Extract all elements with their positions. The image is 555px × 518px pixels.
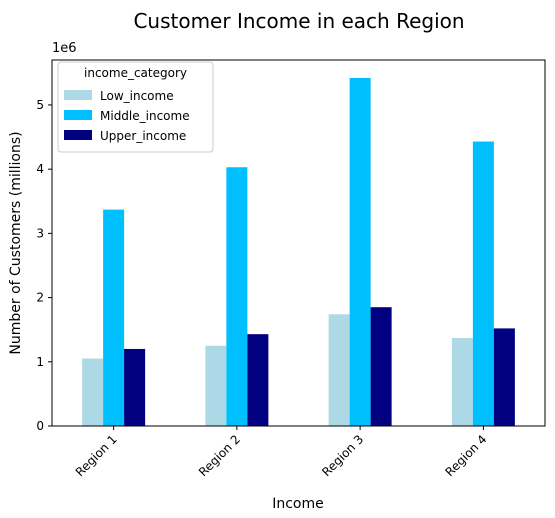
y-offset-label: 1e6	[52, 41, 77, 56]
bar-middle-income-3	[349, 77, 371, 427]
y-tick-label: 2	[36, 291, 44, 305]
x-tick-label: Region 1	[73, 432, 120, 479]
legend-entry: Low_income	[100, 89, 174, 103]
x-tick-label: Region 2	[196, 432, 243, 479]
x-axis: Region 1 Region 2 Region 3 Region 4	[73, 426, 489, 479]
legend-title: income_category	[84, 66, 187, 80]
legend-entry: Upper_income	[100, 129, 186, 143]
y-tick-label: 4	[36, 162, 44, 176]
x-axis-label: Income	[272, 496, 324, 512]
bar-low-income-4	[451, 338, 473, 426]
bar-low-income-3	[328, 314, 350, 426]
legend-entry: Middle_income	[100, 109, 190, 123]
legend-swatch	[64, 90, 92, 100]
bar-upper-income-1	[124, 348, 146, 426]
plot-frame	[51, 59, 546, 427]
bar-middle-income-2	[226, 167, 248, 427]
legend: income_category Low_income Middle_income Up…	[57, 61, 214, 153]
bar-low-income-1	[82, 358, 104, 426]
bar-upper-income-2	[247, 334, 269, 426]
bars	[82, 77, 515, 427]
y-tick-label: 0	[36, 419, 44, 433]
y-tick-label: 5	[36, 98, 44, 112]
bar-low-income-2	[205, 345, 227, 426]
y-tick-label: 3	[36, 226, 44, 240]
y-axis-label: Number of Customers (millions)	[8, 131, 24, 354]
legend-swatch	[64, 130, 92, 140]
bar-middle-income-4	[472, 141, 494, 426]
legend-swatch	[64, 110, 92, 120]
x-tick-label: Region 3	[319, 432, 366, 479]
bar-upper-income-3	[370, 307, 392, 426]
legend-box	[57, 61, 214, 153]
x-tick-label: Region 4	[442, 432, 489, 479]
bar-upper-income-4	[493, 328, 515, 426]
y-tick-label: 1	[36, 355, 44, 369]
chart-title: Customer Income in each Region	[133, 9, 464, 33]
bar-middle-income-1	[103, 209, 125, 426]
y-axis: 0 1 2 3 4 5	[36, 98, 52, 433]
